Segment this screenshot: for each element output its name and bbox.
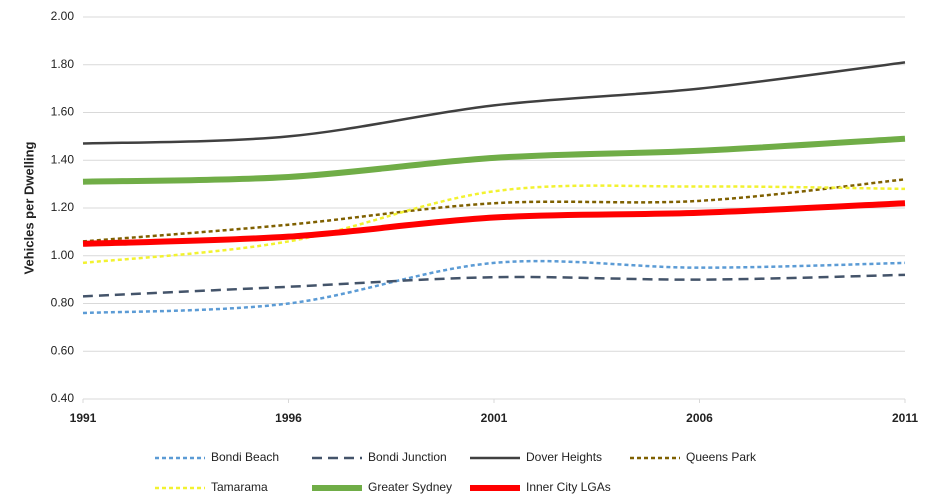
- y-tick-label: 1.80: [51, 57, 75, 71]
- legend-label: Greater Sydney: [368, 480, 452, 494]
- legend-label: Tamarama: [211, 480, 268, 494]
- series-line: [82, 200, 906, 247]
- series-line: [82, 273, 906, 298]
- y-tick-label: 1.40: [51, 152, 75, 166]
- series-line: [82, 135, 906, 185]
- y-tick-label: 2.00: [51, 9, 75, 23]
- y-tick-label: 1.20: [51, 200, 75, 214]
- y-tick-label: 1.60: [51, 105, 75, 119]
- legend-label: Dover Heights: [526, 450, 602, 464]
- y-tick-label: 0.40: [51, 391, 75, 405]
- y-tick-label: 0.80: [51, 296, 75, 310]
- series-line: [82, 184, 906, 265]
- series-line: [82, 178, 906, 243]
- y-tick-label: 1.00: [51, 248, 75, 262]
- series-line: [82, 61, 906, 145]
- x-tick-label: 2001: [481, 411, 508, 425]
- x-tick-label: 1991: [70, 411, 97, 425]
- legend-label: Inner City LGAs: [526, 480, 611, 494]
- legend-label: Queens Park: [686, 450, 757, 464]
- x-tick-label: 2011: [892, 411, 918, 425]
- x-tick-label: 1996: [275, 411, 302, 425]
- legend-label: Bondi Beach: [211, 450, 279, 464]
- y-axis-label: Vehicles per Dwelling: [21, 141, 36, 274]
- x-tick-label: 2006: [686, 411, 713, 425]
- y-tick-label: 0.60: [51, 343, 75, 357]
- series-line: [82, 259, 906, 315]
- legend-label: Bondi Junction: [368, 450, 447, 464]
